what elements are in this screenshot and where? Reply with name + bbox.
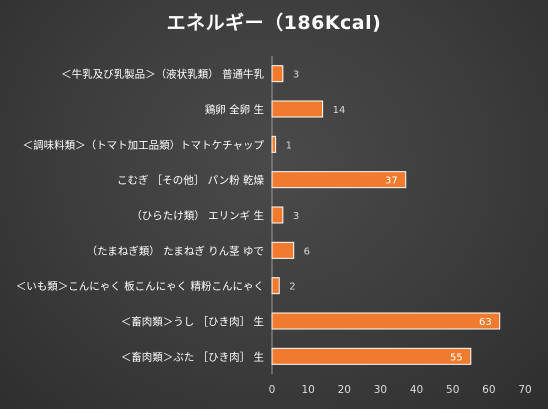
category-label: ＜いも類＞こんにゃく 板こんにゃく 精粉こんにゃく [16, 280, 264, 293]
category-label: （ひらたけ類） エリンギ 生 [131, 209, 264, 222]
x-tick-label: 40 [410, 384, 423, 396]
category-label: 鶏卵 全卵 生 [205, 103, 264, 116]
category-label: ＜畜肉類＞ぶた ［ひき肉］ 生 [121, 350, 264, 363]
bar [271, 241, 295, 259]
bar [271, 135, 277, 153]
bar [271, 347, 472, 365]
chart-title: エネルギー（186Kcal) [166, 12, 382, 34]
data-label: 1 [286, 140, 292, 151]
x-tick-label: 20 [338, 384, 351, 396]
x-tick-label: 0 [269, 384, 276, 396]
data-label: 6 [304, 246, 310, 257]
data-label: 14 [333, 105, 346, 116]
data-label: 63 [479, 317, 492, 328]
bar [271, 277, 280, 295]
category-label: ＜畜肉類＞うし ［ひき肉］ 生 [121, 315, 264, 328]
data-label: 55 [450, 352, 463, 363]
x-tick-label: 70 [518, 384, 531, 396]
category-label: ＜牛乳及び乳製品＞（液状乳類） 普通牛乳 [61, 68, 264, 81]
x-tick-label: 30 [374, 384, 387, 396]
data-label: 3 [293, 70, 299, 81]
bar [271, 100, 324, 118]
data-label: 37 [385, 176, 398, 187]
data-label: 3 [293, 211, 299, 222]
category-label: ＜調味料類＞（トマト加工品類）トマトケチャップ [23, 138, 265, 151]
bar [271, 312, 501, 330]
category-label: （たまねぎ類） たまねぎ りん茎 ゆで [87, 244, 264, 257]
x-tick-label: 50 [446, 384, 459, 396]
data-label: 2 [289, 282, 295, 293]
bar [271, 65, 284, 83]
x-tick-label: 10 [301, 384, 314, 396]
bar [271, 206, 284, 224]
bar [271, 171, 407, 189]
x-tick-label: 60 [482, 384, 495, 396]
category-label: こむぎ ［その他］ パン粉 乾燥 [117, 174, 265, 187]
